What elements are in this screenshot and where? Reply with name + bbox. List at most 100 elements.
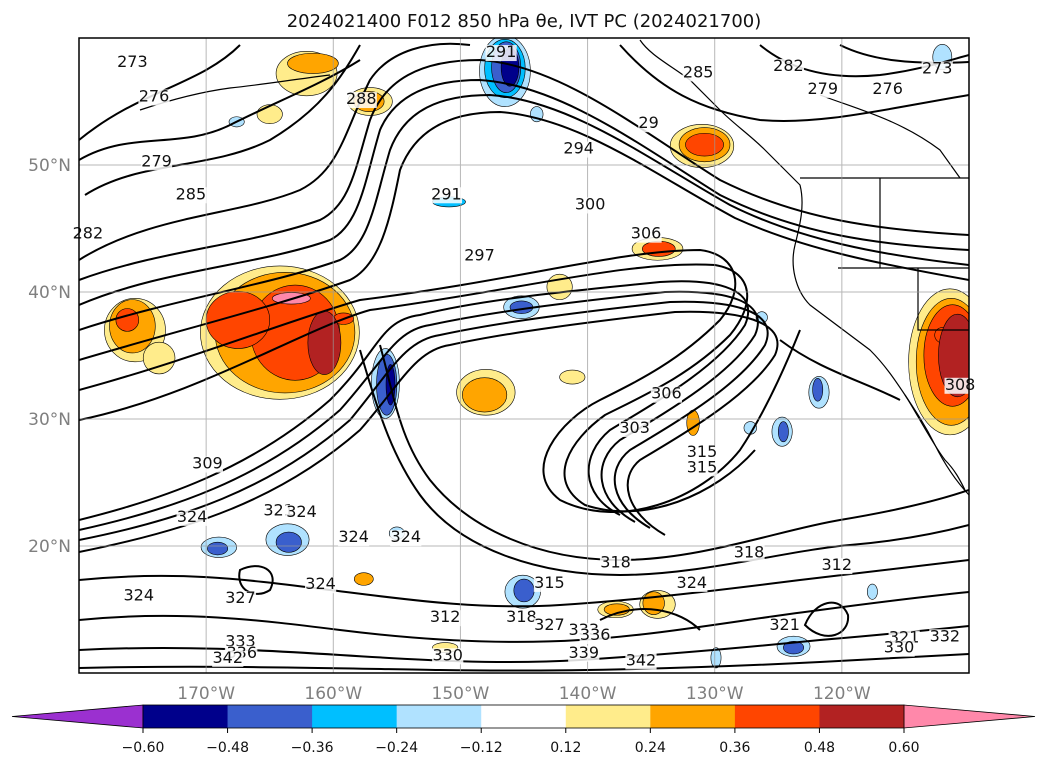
- contour-label-halo: [638, 116, 659, 133]
- contour-label-halo: [285, 504, 318, 521]
- contour-label: 324: [123, 586, 154, 605]
- ivt-pc-region: [256, 104, 283, 125]
- colorbar-outline: [142, 704, 905, 729]
- ivt-pc-region: [513, 578, 535, 603]
- chart-title: 2024021400 F012 850 hPa θe, IVT PC (2024…: [287, 11, 762, 32]
- colorbar-tick-label: 0.36: [719, 740, 750, 756]
- contour-label: 306: [651, 384, 682, 403]
- contour-label-halo: [390, 530, 422, 547]
- colorbar-bin: [565, 705, 651, 728]
- colorbar-bin: [481, 705, 567, 728]
- province-border: [819, 94, 961, 179]
- theta-e-contour: [79, 58, 969, 281]
- contour-label-halo: [533, 575, 566, 592]
- contour-label: 342: [212, 648, 243, 667]
- contour-label: 327: [225, 588, 256, 607]
- contour-label-halo: [921, 61, 953, 78]
- colorbar-bin: [396, 705, 482, 728]
- contour-label: 29: [638, 113, 658, 132]
- contour-label-halo: [563, 141, 595, 158]
- contour-label: 318: [506, 607, 537, 626]
- theta-e-contour: [79, 110, 969, 361]
- ivt-pc-region: [938, 313, 969, 398]
- contour-label-halo: [944, 377, 976, 394]
- colorbar-tick-label: −0.48: [206, 740, 249, 756]
- contour-label-halo: [650, 386, 682, 403]
- contour-label: 276: [139, 87, 170, 106]
- ivt-pc-region: [115, 308, 140, 332]
- colorbar-bin: [143, 705, 229, 728]
- contour-label-halo: [676, 575, 708, 592]
- colorbar-tick-label: −0.36: [291, 740, 334, 756]
- longitude-tick-label: 130°W: [686, 684, 744, 704]
- contour-label-halo: [733, 545, 765, 562]
- contour-label-halo: [485, 45, 517, 62]
- theta-e-contour: [79, 300, 769, 541]
- contour-label: 324: [177, 507, 208, 526]
- contour-label: 273: [117, 52, 148, 71]
- contour-label-halo: [224, 591, 257, 608]
- ivt-pc-region: [207, 541, 229, 556]
- contour-label-layer: 2732762792852822882912912972943003062928…: [72, 42, 976, 670]
- latitude-tick-label: 50°N: [28, 156, 71, 176]
- contour-label-halo: [574, 197, 606, 214]
- ivt-pc-region: [275, 531, 302, 553]
- contour-label: 315: [687, 442, 718, 461]
- contour-label-halo: [579, 627, 611, 644]
- contour-label: 285: [683, 62, 714, 81]
- contour-label-halo: [599, 555, 632, 572]
- contour-label: 336: [580, 625, 611, 644]
- contour-label-halo: [505, 610, 538, 627]
- theta-e-contour: [79, 653, 969, 672]
- contour-label: 315: [687, 457, 718, 476]
- theta-e-contour: [79, 248, 801, 513]
- contour-label: 321: [769, 615, 800, 634]
- colorbar-bin: [312, 705, 398, 728]
- longitude-tick-label: 150°W: [432, 684, 490, 704]
- contour-label: 318: [734, 542, 765, 561]
- contour-label: 291: [486, 42, 517, 61]
- contour-label: 315: [534, 573, 565, 592]
- colorbar-tick-label: −0.24: [375, 740, 418, 756]
- ivt-pc-region: [142, 341, 176, 375]
- contour-label-halo: [619, 420, 651, 437]
- latitude-tick-label: 20°N: [28, 537, 71, 557]
- contour-label: 324: [338, 527, 369, 546]
- contour-label: 333: [225, 631, 256, 650]
- ivt-pc-region: [783, 640, 805, 655]
- contour-label-halo: [883, 640, 915, 657]
- contour-label: 279: [141, 151, 172, 170]
- theta-e-contour: [79, 93, 969, 331]
- contour-label: 330: [884, 638, 915, 657]
- ivt-pc-region: [777, 421, 789, 443]
- colorbar-tick-label: 0.24: [635, 740, 666, 756]
- contour-label: 303: [619, 418, 650, 437]
- contour-label: 300: [575, 194, 606, 213]
- theta-e-contour: [79, 559, 969, 608]
- contour-label: 327: [534, 615, 565, 634]
- colorbar-over-extension: [903, 704, 1036, 729]
- contour-label-halo: [769, 617, 801, 634]
- contour-label: 291: [431, 184, 462, 203]
- latitude-tick-label: 40°N: [28, 283, 71, 303]
- ivt-pc-region: [353, 572, 374, 586]
- contour-label-halo: [807, 81, 839, 98]
- contour-label: 297: [464, 245, 495, 264]
- ivt-pc-region: [866, 583, 878, 600]
- contour-label: 318: [600, 553, 631, 572]
- ivt-pc-region: [710, 647, 722, 669]
- contour-label-halo: [212, 650, 244, 667]
- contour-label: 312: [430, 607, 461, 626]
- theta-e-contour: [803, 601, 850, 637]
- ivt-pc-region: [685, 132, 724, 157]
- contour-label: 312: [821, 555, 852, 574]
- baja-california-coastline: [904, 394, 966, 491]
- contour-label-halo: [140, 154, 173, 171]
- contour-label: 306: [631, 224, 662, 243]
- longitude-tick-labels: 170°W 160°W 150°W 140°W 130°W 120°W: [177, 684, 871, 704]
- contour-label: 285: [176, 184, 207, 203]
- contour-label-halo: [116, 55, 148, 72]
- theta-e-contour: [779, 339, 901, 401]
- contour-label-halo: [872, 81, 904, 98]
- state-border: [917, 268, 969, 331]
